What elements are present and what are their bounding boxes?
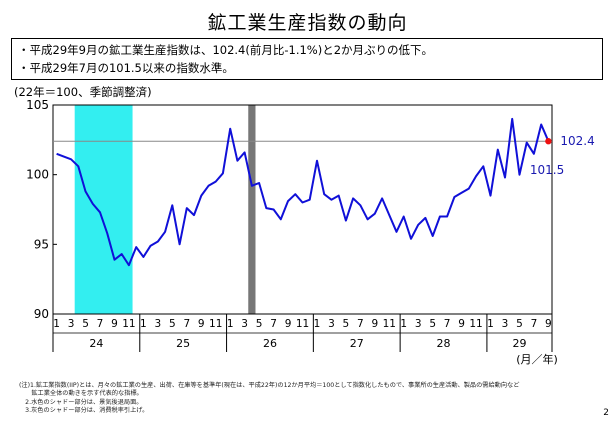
y-tick-label-105: 105 bbox=[26, 98, 49, 112]
x-tick-label: 11 bbox=[209, 318, 222, 330]
x-tick-label: 1 bbox=[53, 318, 60, 330]
summary-line-2: ・平成29年7月の101.5以来の指数水準。 bbox=[18, 61, 234, 75]
consumption-tax-shade bbox=[248, 105, 256, 314]
x-tick-label: 9 bbox=[545, 318, 552, 330]
x-tick-label: 3 bbox=[328, 318, 335, 330]
x-tick-label: 11 bbox=[469, 318, 482, 330]
x-tick-label: 9 bbox=[198, 318, 205, 330]
x-tick-label: 3 bbox=[68, 318, 75, 330]
x-tick-label: 1 bbox=[400, 318, 407, 330]
year-label-25: 25 bbox=[176, 337, 190, 350]
x-tick-label: 7 bbox=[444, 318, 451, 330]
x-tick-label: 7 bbox=[270, 318, 277, 330]
year-label-24: 24 bbox=[89, 337, 103, 350]
index-series-line bbox=[56, 117, 550, 267]
year-label-28: 28 bbox=[437, 337, 451, 350]
recession-shade bbox=[74, 105, 133, 314]
x-tick-label: 5 bbox=[82, 318, 89, 330]
x-tick-label: 5 bbox=[169, 318, 176, 330]
unit-label: (22年＝100、季節調整済) bbox=[14, 85, 152, 99]
x-tick-label: 5 bbox=[343, 318, 350, 330]
footnote-3: 3.灰色のシャドー部分は、消費税率引上げ。 bbox=[19, 407, 149, 415]
x-tick-label: 5 bbox=[516, 318, 523, 330]
x-tick-label: 3 bbox=[241, 318, 248, 330]
footnote-2: 2.水色のシャドー部分は、景気後退局面。 bbox=[19, 398, 143, 406]
x-tick-label: 9 bbox=[285, 318, 292, 330]
x-tick-label: 11 bbox=[296, 318, 309, 330]
x-tick-label: 1 bbox=[314, 318, 321, 330]
footnote-1b: 鉱工業全体の動きを示す代表的な指標。 bbox=[19, 390, 143, 398]
summary-line-1: ・平成29年9月の鉱工業生産指数は、102.4(前月比-1.1%)と2か月ぶりの… bbox=[18, 43, 434, 57]
year-label-29: 29 bbox=[512, 337, 526, 350]
x-tick-label: 9 bbox=[458, 318, 465, 330]
summary-box: ・平成29年9月の鉱工業生産指数は、102.4(前月比-1.1%)と2か月ぶりの… bbox=[11, 38, 603, 80]
x-tick-label: 7 bbox=[97, 318, 104, 330]
y-tick-label-90: 90 bbox=[34, 307, 49, 321]
footnotes: (注)1.鉱工業指数(IIP)とは、月々の鉱工業の生産、出荷、在庫等を基準年(現… bbox=[19, 382, 519, 416]
latest-point-marker bbox=[545, 138, 552, 145]
annotation-july-value: 101.5 bbox=[530, 163, 564, 177]
page-title: 鉱工業生産指数の動向 bbox=[207, 12, 408, 34]
x-tick-label: 1 bbox=[140, 318, 147, 330]
y-tick-label-95: 95 bbox=[34, 237, 49, 251]
footnote-1: (注)1.鉱工業指数(IIP)とは、月々の鉱工業の生産、出荷、在庫等を基準年(現… bbox=[19, 382, 520, 389]
x-tick-label: 7 bbox=[531, 318, 538, 330]
x-axis-label: (月／年) bbox=[516, 352, 558, 366]
x-tick-label: 9 bbox=[371, 318, 378, 330]
x-tick-label: 11 bbox=[122, 318, 135, 330]
x-tick-label: 7 bbox=[357, 318, 364, 330]
x-tick-label: 1 bbox=[227, 318, 234, 330]
x-tick-label: 11 bbox=[383, 318, 396, 330]
page-number: 2 bbox=[603, 408, 609, 418]
y-tick-label-100: 100 bbox=[26, 168, 49, 182]
x-tick-label: 1 bbox=[487, 318, 494, 330]
plot-frame bbox=[52, 104, 553, 315]
x-tick-label: 9 bbox=[111, 318, 118, 330]
year-label-26: 26 bbox=[263, 337, 277, 350]
x-tick-label: 5 bbox=[429, 318, 436, 330]
x-tick-label: 3 bbox=[415, 318, 422, 330]
annotation-latest-value: 102.4 bbox=[560, 134, 594, 148]
x-tick-label: 5 bbox=[256, 318, 263, 330]
x-tick-label: 7 bbox=[183, 318, 190, 330]
x-tick-label: 3 bbox=[502, 318, 509, 330]
x-tick-label: 3 bbox=[155, 318, 162, 330]
year-label-27: 27 bbox=[350, 337, 364, 350]
